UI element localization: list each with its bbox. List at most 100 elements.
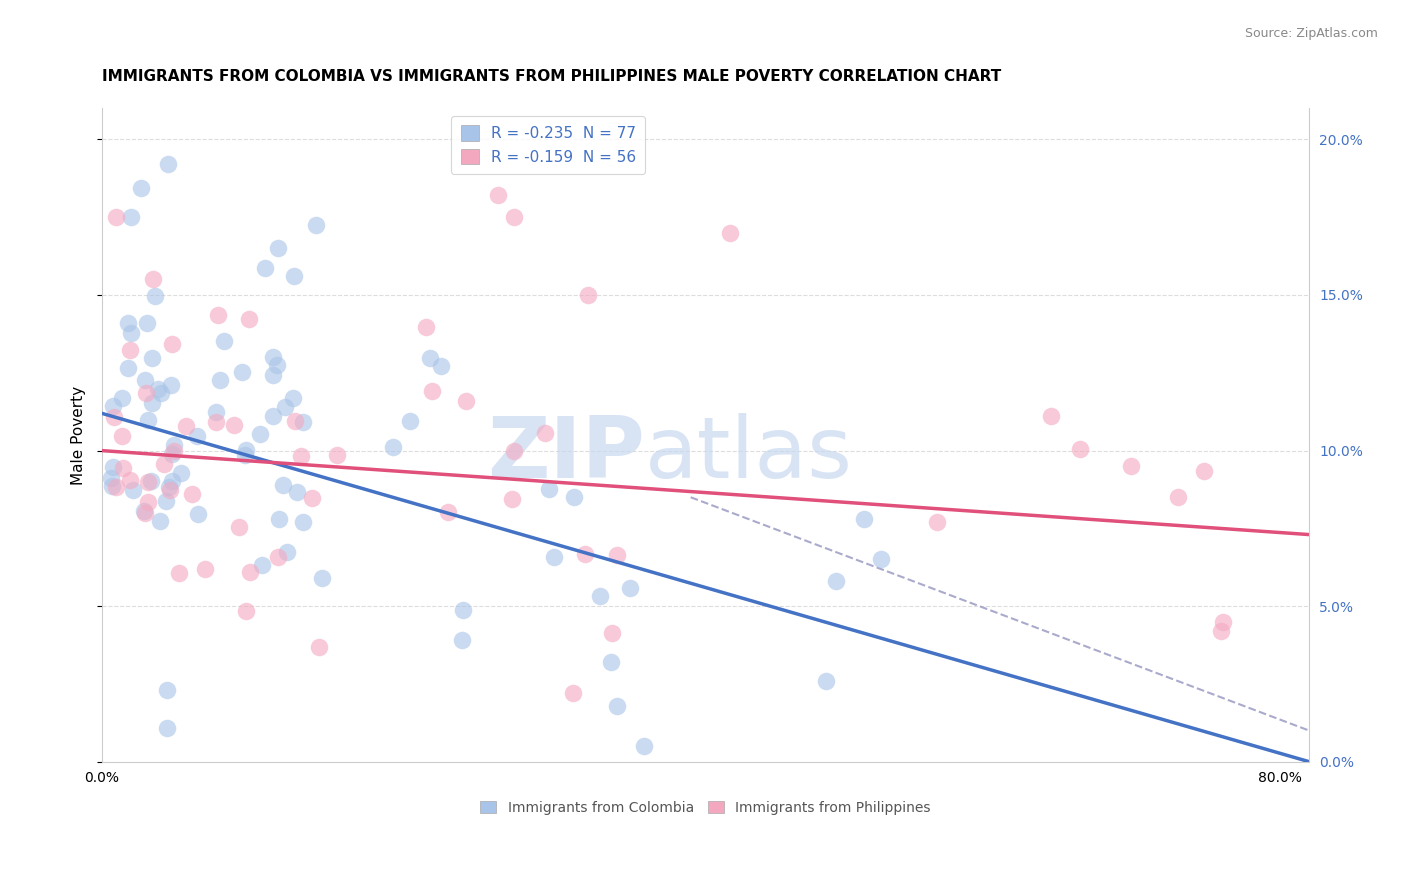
Text: Source: ZipAtlas.com: Source: ZipAtlas.com xyxy=(1244,27,1378,40)
Point xyxy=(160,377,183,392)
Point xyxy=(503,211,526,225)
Point xyxy=(718,226,741,240)
Point xyxy=(589,589,612,603)
Point xyxy=(160,446,183,460)
Point xyxy=(162,474,184,488)
Point xyxy=(267,241,290,255)
Point xyxy=(415,320,437,334)
Point xyxy=(110,391,132,405)
Point xyxy=(825,574,848,589)
Point xyxy=(187,507,209,521)
Point xyxy=(561,686,583,700)
Point xyxy=(436,505,458,519)
Point xyxy=(149,514,172,528)
Point xyxy=(285,484,308,499)
Point xyxy=(117,317,139,331)
Point xyxy=(1119,458,1142,473)
Point xyxy=(419,351,441,366)
Point xyxy=(117,360,139,375)
Point xyxy=(141,351,163,366)
Point xyxy=(156,721,179,735)
Point xyxy=(290,449,312,463)
Point xyxy=(283,268,305,283)
Point xyxy=(157,480,180,494)
Point xyxy=(1040,409,1063,424)
Point xyxy=(101,399,124,413)
Point xyxy=(249,426,271,441)
Point xyxy=(174,418,197,433)
Point xyxy=(156,683,179,698)
Point xyxy=(129,180,152,194)
Point xyxy=(136,495,159,509)
Point xyxy=(815,674,838,689)
Point xyxy=(228,520,250,534)
Point xyxy=(1167,491,1189,505)
Point xyxy=(381,440,404,454)
Point xyxy=(163,443,186,458)
Point xyxy=(456,394,478,409)
Point xyxy=(927,515,949,529)
Point xyxy=(574,547,596,561)
Point xyxy=(269,512,291,526)
Point xyxy=(233,448,256,462)
Point xyxy=(141,396,163,410)
Point xyxy=(104,480,127,494)
Point xyxy=(121,483,143,498)
Point xyxy=(136,316,159,330)
Point xyxy=(486,187,509,202)
Point xyxy=(207,308,229,322)
Point xyxy=(538,482,561,496)
Point xyxy=(606,548,628,562)
Point xyxy=(180,487,202,501)
Point xyxy=(853,512,876,526)
Point xyxy=(1194,464,1216,478)
Point xyxy=(167,566,190,580)
Point xyxy=(224,418,246,433)
Point xyxy=(429,359,451,373)
Y-axis label: Male Poverty: Male Poverty xyxy=(72,385,86,484)
Point xyxy=(262,368,284,383)
Point xyxy=(276,545,298,559)
Point xyxy=(170,467,193,481)
Point xyxy=(145,289,167,303)
Point xyxy=(103,460,125,475)
Point xyxy=(100,471,122,485)
Point xyxy=(1212,615,1234,629)
Point xyxy=(619,582,641,596)
Point xyxy=(262,351,284,365)
Point xyxy=(543,550,565,565)
Point xyxy=(606,698,628,713)
Point xyxy=(150,386,173,401)
Point xyxy=(142,272,165,286)
Point xyxy=(231,365,253,379)
Point xyxy=(120,211,142,225)
Text: atlas: atlas xyxy=(645,413,853,496)
Point xyxy=(576,288,599,302)
Point xyxy=(194,562,217,576)
Point xyxy=(134,373,156,387)
Point xyxy=(1069,442,1091,456)
Legend: Immigrants from Colombia, Immigrants from Philippines: Immigrants from Colombia, Immigrants fro… xyxy=(474,795,936,820)
Point xyxy=(135,386,157,401)
Point xyxy=(239,565,262,579)
Point xyxy=(503,443,526,458)
Point xyxy=(451,603,474,617)
Point xyxy=(1209,624,1232,639)
Point xyxy=(111,429,134,443)
Text: ZIP: ZIP xyxy=(488,413,645,496)
Point xyxy=(291,416,314,430)
Point xyxy=(325,448,347,462)
Point xyxy=(271,478,294,492)
Point xyxy=(254,261,277,276)
Point xyxy=(262,409,284,424)
Point xyxy=(146,382,169,396)
Point xyxy=(155,493,177,508)
Point xyxy=(208,373,231,387)
Point xyxy=(111,461,134,475)
Point xyxy=(163,437,186,451)
Point xyxy=(534,425,557,440)
Point xyxy=(138,412,160,426)
Point xyxy=(250,558,273,572)
Point xyxy=(162,337,184,351)
Point xyxy=(301,491,323,505)
